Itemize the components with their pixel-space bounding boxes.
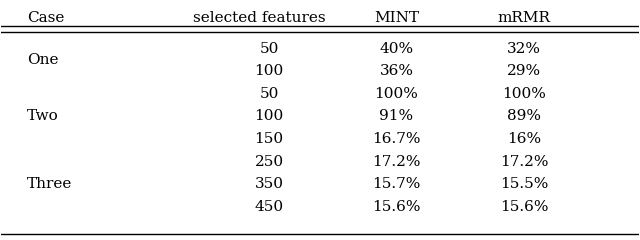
Text: 350: 350 (255, 177, 284, 191)
Text: Three: Three (27, 177, 72, 191)
Text: 450: 450 (255, 200, 284, 214)
Text: 15.6%: 15.6% (500, 200, 548, 214)
Text: 100: 100 (254, 109, 284, 123)
Text: Two: Two (27, 109, 59, 123)
Text: 40%: 40% (380, 42, 413, 56)
Text: 50: 50 (259, 42, 278, 56)
Text: One: One (27, 53, 58, 67)
Text: 50: 50 (259, 87, 278, 101)
Text: 100%: 100% (502, 87, 546, 101)
Text: 15.5%: 15.5% (500, 177, 548, 191)
Text: 89%: 89% (507, 109, 541, 123)
Text: 29%: 29% (507, 64, 541, 78)
Text: 150: 150 (255, 132, 284, 146)
Text: Case: Case (27, 11, 64, 25)
Text: MINT: MINT (374, 11, 419, 25)
Text: selected features: selected features (193, 11, 325, 25)
Text: 91%: 91% (380, 109, 413, 123)
Text: 250: 250 (255, 155, 284, 168)
Text: mRMR: mRMR (497, 11, 550, 25)
Text: 16.7%: 16.7% (372, 132, 420, 146)
Text: 17.2%: 17.2% (500, 155, 548, 168)
Text: 32%: 32% (507, 42, 541, 56)
Text: 36%: 36% (380, 64, 413, 78)
Text: 100%: 100% (374, 87, 419, 101)
Text: 16%: 16% (507, 132, 541, 146)
Text: 15.6%: 15.6% (372, 200, 420, 214)
Text: 17.2%: 17.2% (372, 155, 420, 168)
Text: 100: 100 (254, 64, 284, 78)
Text: 15.7%: 15.7% (372, 177, 420, 191)
